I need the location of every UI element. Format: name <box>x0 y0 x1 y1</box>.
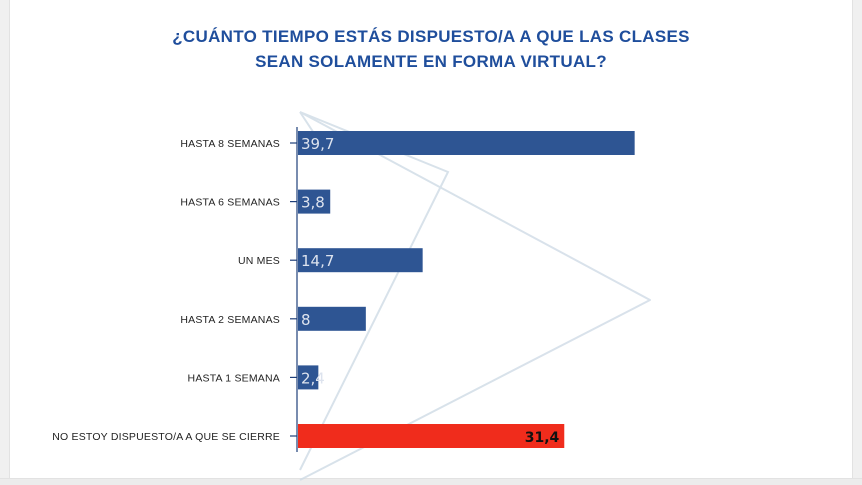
window-frame-left <box>0 0 10 485</box>
bar-value-label: 31,4 <box>525 430 560 446</box>
category-label: NO ESTOY DISPUESTO/A A QUE SE CIERRE <box>52 431 280 443</box>
bar-value-label: 2,4 <box>301 369 325 387</box>
window-frame-right <box>852 0 862 485</box>
chart-title: ¿CUÁNTO TIEMPO ESTÁS DISPUESTO/A A QUE L… <box>0 24 862 74</box>
bar <box>298 248 423 273</box>
bar-value-label: 8 <box>301 311 311 329</box>
category-label: HASTA 8 SEMANAS <box>180 138 280 150</box>
chart-title-line-2: SEAN SOLAMENTE EN FORMA VIRTUAL? <box>255 52 607 71</box>
bar <box>298 306 366 331</box>
bar-highlighted <box>298 424 565 448</box>
category-label: HASTA 1 SEMANA <box>188 372 280 384</box>
bar-value-label: 39,7 <box>301 135 334 153</box>
category-label: HASTA 2 SEMANAS <box>180 314 280 326</box>
bar <box>298 189 331 214</box>
bar <box>298 365 319 390</box>
category-label: UN MES <box>238 255 280 267</box>
bar <box>298 131 635 155</box>
bar-value-label: 14,7 <box>301 252 334 270</box>
category-label: HASTA 6 SEMANAS <box>180 197 280 209</box>
bar-value-label: 3,8 <box>301 194 325 212</box>
chart-title-line-1: ¿CUÁNTO TIEMPO ESTÁS DISPUESTO/A A QUE L… <box>172 27 690 46</box>
window-frame-bottom <box>0 478 862 485</box>
